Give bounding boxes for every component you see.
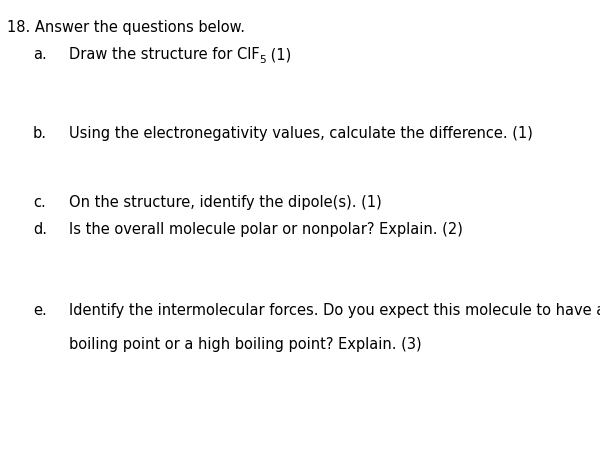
Text: 18. Answer the questions below.: 18. Answer the questions below.: [7, 20, 245, 35]
Text: On the structure, identify the dipole(s). (1): On the structure, identify the dipole(s)…: [69, 195, 382, 210]
Text: 5: 5: [260, 55, 266, 65]
Text: Is the overall molecule polar or nonpolar? Explain. (2): Is the overall molecule polar or nonpola…: [69, 222, 463, 237]
Text: Identify the intermolecular forces. Do you expect this molecule to have a low: Identify the intermolecular forces. Do y…: [69, 303, 600, 318]
Text: e.: e.: [33, 303, 47, 318]
Text: Using the electronegativity values, calculate the difference. (1): Using the electronegativity values, calc…: [69, 126, 533, 141]
Text: Draw the structure for ClF: Draw the structure for ClF: [69, 47, 260, 62]
Text: a.: a.: [33, 47, 47, 62]
Text: (1): (1): [266, 47, 292, 62]
Text: b.: b.: [33, 126, 47, 141]
Text: c.: c.: [33, 195, 46, 210]
Text: boiling point or a high boiling point? Explain. (3): boiling point or a high boiling point? E…: [69, 337, 422, 352]
Text: d.: d.: [33, 222, 47, 237]
